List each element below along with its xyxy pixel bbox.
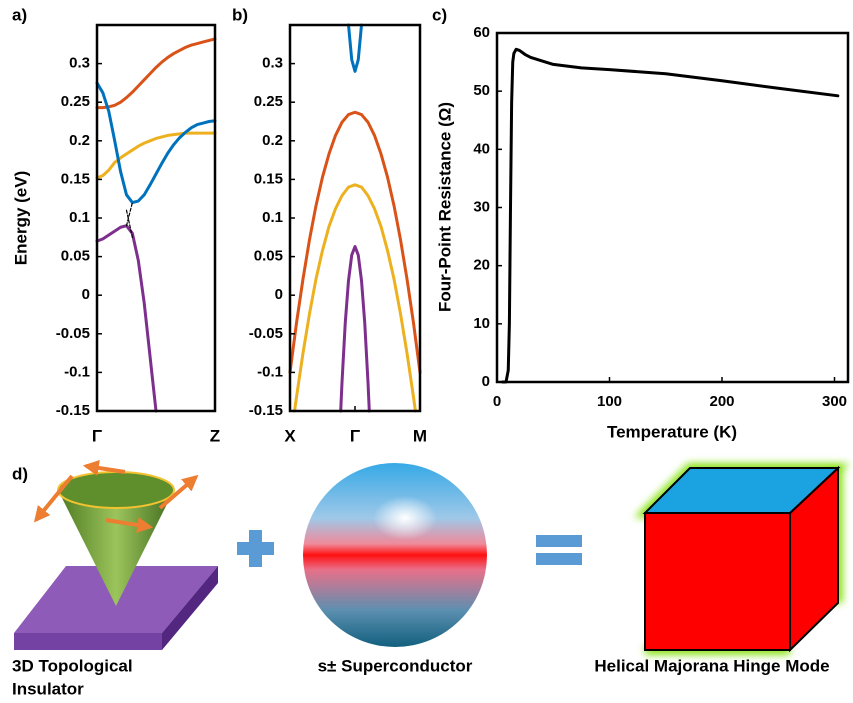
cube-top xyxy=(642,467,841,514)
y-tick-label: 0.05 xyxy=(254,248,283,265)
panel-label: c) xyxy=(432,5,447,24)
equals-sign xyxy=(536,535,582,565)
x-axis-label: Temperature (K) xyxy=(607,422,737,441)
y-tick-label: 0.25 xyxy=(61,93,90,110)
plus-sign xyxy=(237,530,274,567)
y-tick-label: 0.3 xyxy=(262,55,283,72)
series-line xyxy=(95,81,217,205)
x-tick-label: 200 xyxy=(709,393,734,410)
x-tick-label: Z xyxy=(210,426,220,445)
series-line xyxy=(293,183,417,413)
x-tick-label: Γ xyxy=(92,426,102,445)
series-line xyxy=(125,209,133,238)
item-label: Insulator xyxy=(12,679,84,698)
panel-label: a) xyxy=(12,5,27,24)
plate-side xyxy=(162,566,218,650)
y-tick-label: 40 xyxy=(473,140,490,157)
y-tick-label: -0.1 xyxy=(64,363,90,380)
sphere xyxy=(303,463,487,647)
y-tick-label: -0.05 xyxy=(56,325,90,342)
y-tick-label: 0.05 xyxy=(61,248,90,265)
cube-front xyxy=(644,512,791,651)
series-line xyxy=(95,131,217,180)
y-tick-label: 10 xyxy=(473,315,490,332)
y-tick-label: 0.15 xyxy=(61,170,90,187)
x-tick-label: M xyxy=(413,426,427,445)
item-label: Helical Majorana Hinge Mode xyxy=(594,656,829,675)
x-tick-label: Γ xyxy=(350,426,360,445)
series-line xyxy=(347,23,363,73)
y-tick-label: 0.15 xyxy=(254,170,283,187)
x-tick-label: 300 xyxy=(822,393,847,410)
axes-frame xyxy=(495,31,850,384)
panel-label: d) xyxy=(12,464,28,483)
axes-frame xyxy=(288,23,422,413)
x-tick-label: X xyxy=(284,426,296,445)
y-tick-label: 0.2 xyxy=(262,132,283,149)
panel-label: b) xyxy=(232,5,248,24)
series-line xyxy=(288,110,422,374)
x-tick-label: 0 xyxy=(493,393,501,410)
x-tick-label: 100 xyxy=(597,393,622,410)
y-tick-label: -0.05 xyxy=(249,325,283,342)
series-line xyxy=(95,224,158,413)
cone-top xyxy=(57,471,175,509)
y-tick-label: -0.15 xyxy=(249,402,283,419)
charts: a) -0.15 -0.1 -0.05 0 0.05 0.1 0.15 0.2 0.25 0.3 Γ Z… xyxy=(11,5,850,445)
y-tick-label: 20 xyxy=(473,257,490,274)
y-tick-label: 0.1 xyxy=(69,209,90,226)
y-tick-label: -0.15 xyxy=(56,402,90,419)
y-tick-label: -0.1 xyxy=(257,363,283,380)
diagram: d) 3D Topological Insulator s± Supercond… xyxy=(12,460,850,698)
axes-frame xyxy=(95,23,217,413)
y-tick-label: 0.2 xyxy=(69,132,90,149)
y-axis-label: Energy (eV) xyxy=(11,171,30,265)
y-axis-label: Four-Point Resistance (Ω) xyxy=(435,102,454,312)
y-tick-label: 0.25 xyxy=(254,93,283,110)
series-line xyxy=(125,201,133,227)
item-label: s± Superconductor xyxy=(318,656,473,675)
y-tick-label: 0.3 xyxy=(69,55,90,72)
y-tick-label: 0.1 xyxy=(262,209,283,226)
item-label: 3D Topological xyxy=(12,656,133,675)
y-tick-label: 30 xyxy=(473,198,490,215)
spin-arrows xyxy=(33,460,199,533)
y-tick-label: 0 xyxy=(82,286,90,303)
series-line xyxy=(339,245,371,413)
y-tick-label: 50 xyxy=(473,82,490,99)
y-tick-label: 0 xyxy=(275,286,283,303)
series-line xyxy=(501,47,840,384)
plate-front xyxy=(14,633,162,650)
y-tick-label: 60 xyxy=(473,24,490,41)
y-tick-label: 0 xyxy=(482,373,490,390)
series-line xyxy=(95,37,217,110)
sphere-highlight xyxy=(373,496,437,540)
